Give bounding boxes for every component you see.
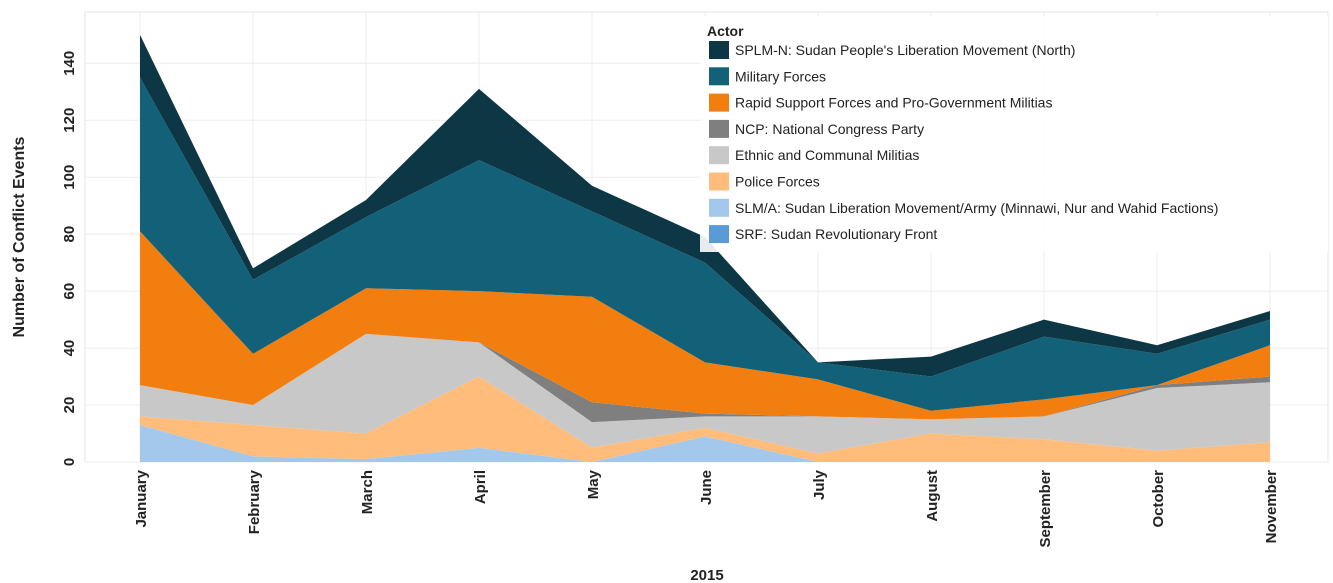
legend-box (700, 16, 1328, 252)
legend-label: Police Forces (735, 174, 820, 190)
legend-label: Military Forces (735, 68, 826, 84)
y-tick-label: 60 (61, 283, 78, 300)
area (140, 34, 1270, 377)
x-tick-label: February (246, 469, 263, 534)
y-tick-label: 0 (61, 458, 78, 466)
y-tick-label: 80 (61, 226, 78, 243)
area (140, 231, 1270, 420)
x-tick-label: April (472, 470, 489, 504)
legend-swatch (709, 93, 729, 112)
legend-swatch (709, 146, 729, 165)
x-tick-label: June (698, 470, 715, 505)
x-tick-label: November (1263, 470, 1280, 544)
x-tick-label: July (811, 469, 828, 500)
legend-swatch (709, 198, 729, 217)
legend-swatch (709, 172, 729, 191)
x-tick-label: January (133, 469, 150, 527)
area (140, 77, 1270, 411)
y-tick-label: 20 (61, 397, 78, 414)
area (140, 376, 1270, 462)
legend-label: SLM/A: Sudan Liberation Movement/Army (M… (735, 200, 1218, 216)
legend-title: Actor (707, 23, 744, 39)
legend-label: Ethnic and Communal Militias (735, 147, 919, 163)
legend-label: Rapid Support Forces and Pro-Government … (735, 95, 1052, 111)
legend-swatch (709, 67, 729, 86)
x-tick-label: August (924, 470, 941, 522)
y-tick-label: 40 (61, 340, 78, 357)
x-tick-label: March (359, 470, 376, 514)
legend-swatch (709, 119, 729, 138)
y-tick-label: 100 (61, 165, 78, 190)
legend-swatch (709, 41, 729, 59)
legend-swatch (709, 225, 729, 244)
y-tick-label: 140 (61, 51, 78, 76)
y-axis-title: Number of Conflict Events (11, 136, 28, 337)
axes: 0 20 40 60 80 100 120 140 January February March Ap… (61, 51, 1280, 548)
legend-label: SPLM-N: Sudan People's Liberation Moveme… (735, 42, 1075, 58)
x-tick-label: September (1037, 470, 1054, 548)
areas (140, 34, 1270, 462)
x-axis-title: 2015 (690, 567, 723, 583)
x-tick-label: May (585, 469, 602, 499)
area (140, 424, 1270, 462)
x-tick-label: October (1150, 470, 1167, 528)
area (140, 333, 1270, 454)
legend: Actor SPLM-N: Sudan People's Liberation … (707, 23, 1218, 244)
legend-label: NCP: National Congress Party (735, 121, 924, 137)
y-tick-label: 120 (61, 108, 78, 133)
legend-label: SRF: Sudan Revolutionary Front (735, 226, 937, 242)
